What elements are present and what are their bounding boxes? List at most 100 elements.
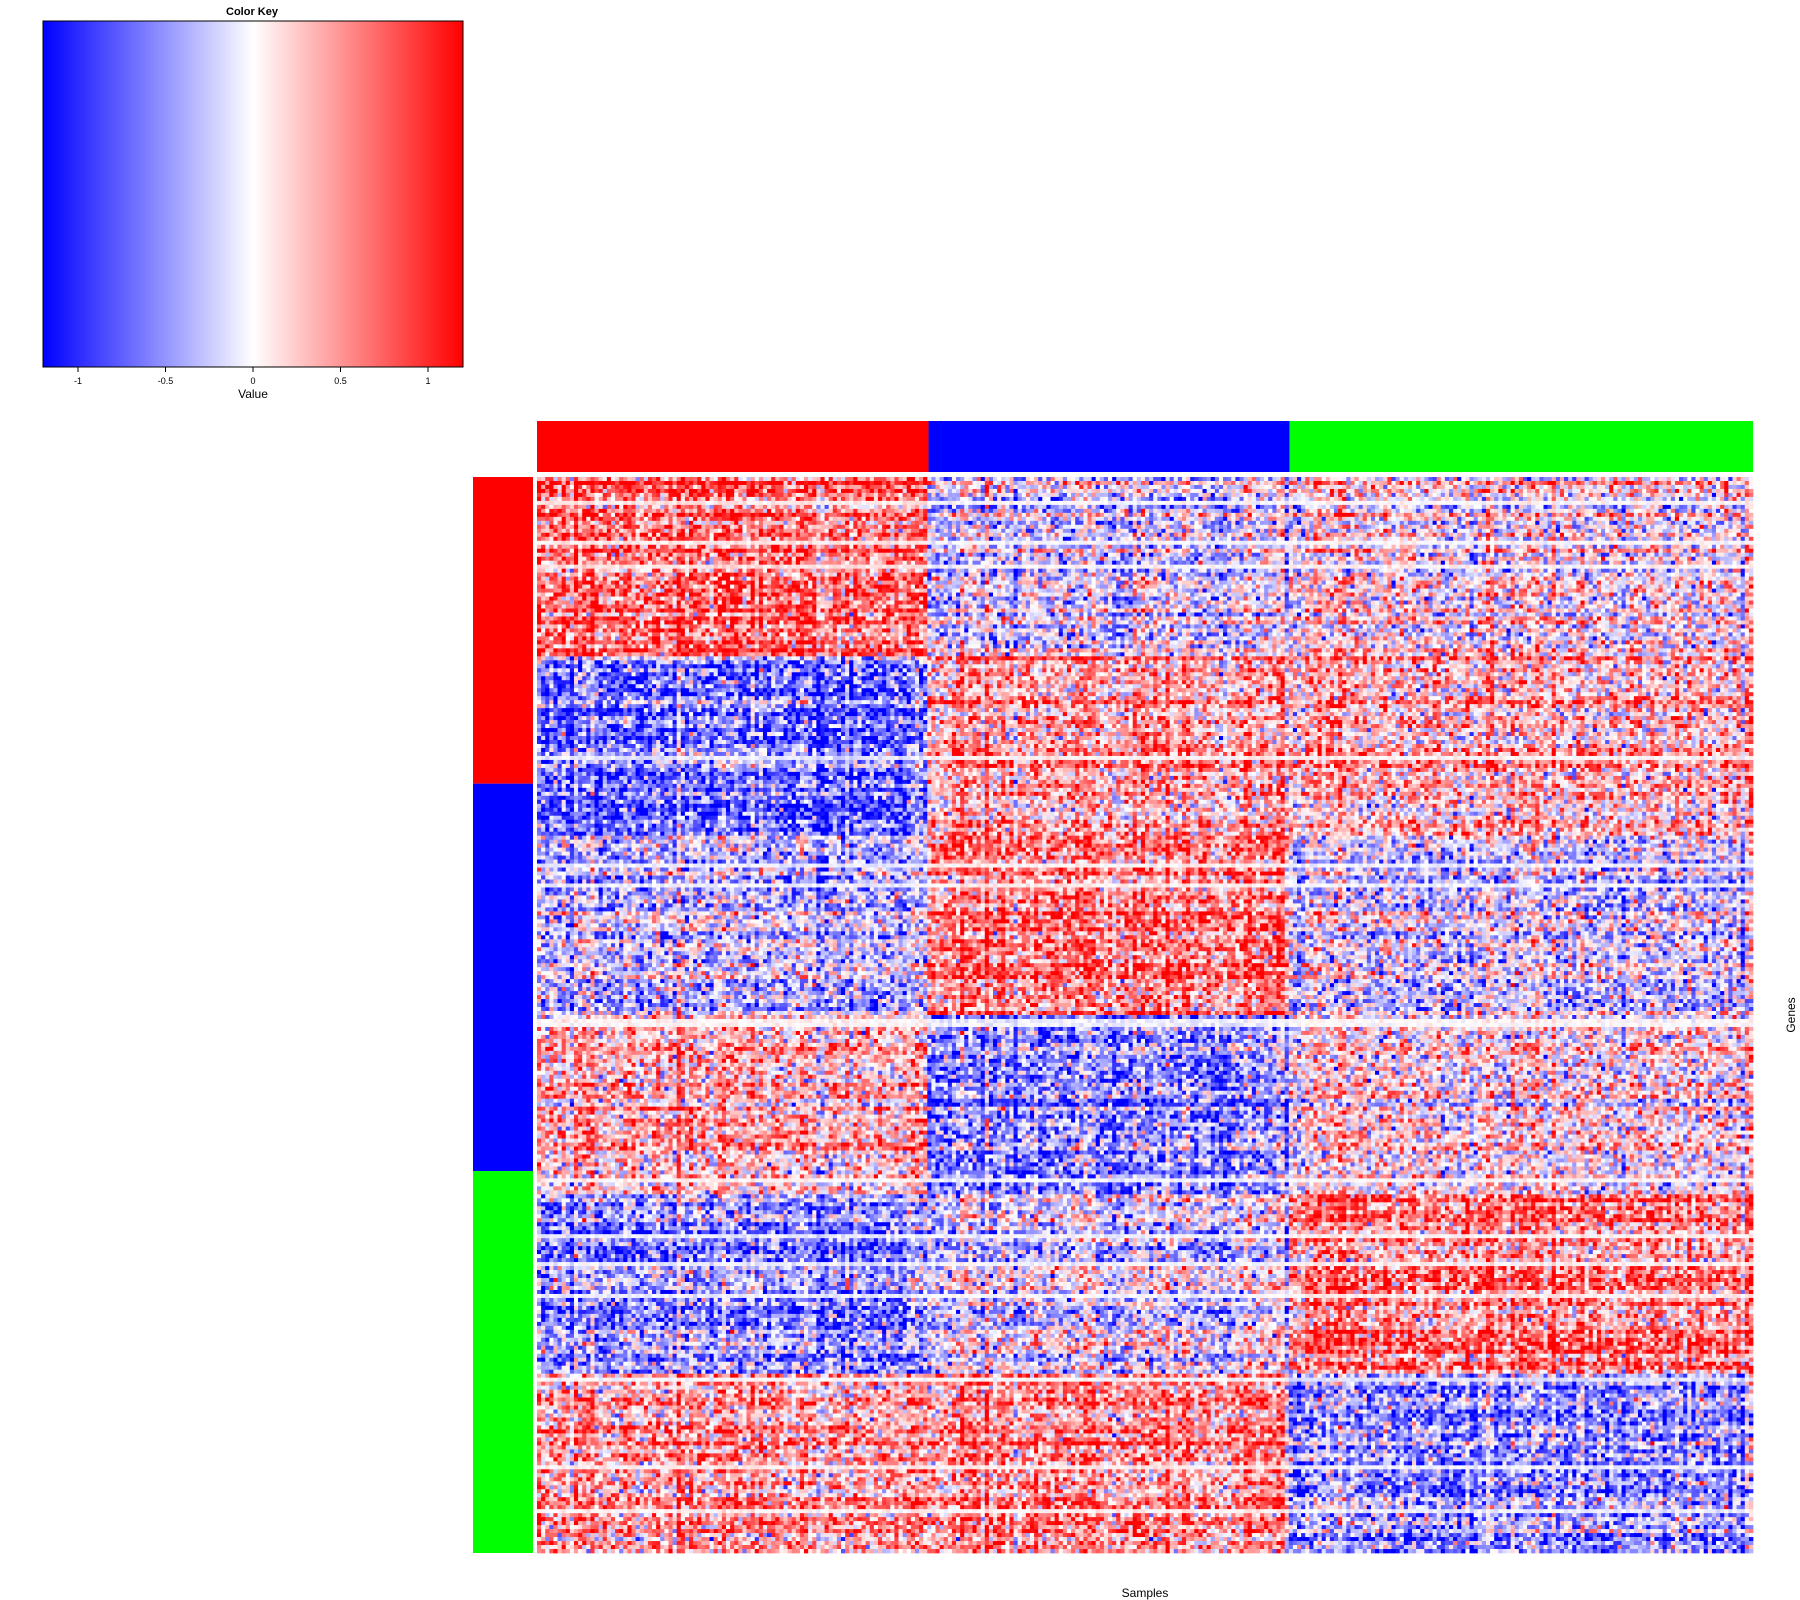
- heatmap-cell: [1166, 481, 1170, 485]
- heatmap-cell: [1465, 489, 1469, 493]
- heatmap-cell: [771, 485, 775, 489]
- heatmap-cell: [1650, 489, 1654, 493]
- heatmap-cell: [656, 485, 660, 489]
- heatmap-cell: [1470, 481, 1474, 485]
- heatmap-cell: [558, 489, 562, 493]
- heatmap-cell: [648, 497, 652, 501]
- heatmap-cell: [714, 489, 718, 493]
- heatmap-cell: [1556, 477, 1560, 481]
- heatmap-cell: [582, 489, 586, 493]
- heatmap-cell: [1190, 481, 1194, 485]
- heatmap-cell: [1239, 485, 1243, 489]
- heatmap-cell: [1424, 481, 1428, 485]
- heatmap-cell: [1174, 481, 1178, 485]
- heatmap-cell: [1646, 477, 1650, 481]
- heatmap-cell: [1034, 485, 1038, 489]
- heatmap-cell: [1083, 477, 1087, 481]
- heatmap-cell: [570, 477, 574, 481]
- heatmap-cell: [1379, 493, 1383, 497]
- heatmap-cell: [1646, 493, 1650, 497]
- heatmap-cell: [882, 481, 886, 485]
- heatmap-cell: [1453, 485, 1457, 489]
- heatmap-cell: [1276, 489, 1280, 493]
- heatmap-cell: [1576, 477, 1580, 481]
- heatmap-cell: [751, 493, 755, 497]
- heatmap-cell: [940, 485, 944, 489]
- heatmap-cell: [701, 485, 705, 489]
- heatmap-cell: [1433, 481, 1437, 485]
- heatmap-cell: [1244, 477, 1248, 481]
- heatmap-cell: [1543, 477, 1547, 481]
- heatmap-cell: [1239, 477, 1243, 481]
- heatmap-cell: [841, 485, 845, 489]
- heatmap-cell: [1572, 481, 1576, 485]
- heatmap-cell: [1178, 477, 1182, 481]
- heatmap-cell: [1671, 481, 1675, 485]
- heatmap-cell: [1704, 485, 1708, 489]
- heatmap-cell: [1543, 481, 1547, 485]
- heatmap-cell: [1009, 477, 1013, 481]
- heatmap-cell: [1391, 493, 1395, 497]
- heatmap-cell: [800, 489, 804, 493]
- heatmap-cell: [747, 485, 751, 489]
- heatmap-cell: [1338, 481, 1342, 485]
- heatmap-cell: [1001, 477, 1005, 481]
- heatmap-cell: [1576, 493, 1580, 497]
- heatmap-cell: [718, 477, 722, 481]
- heatmap-cell: [829, 489, 833, 493]
- heatmap-cell: [1079, 489, 1083, 493]
- heatmap-cell: [1194, 485, 1198, 489]
- heatmap-cell: [845, 481, 849, 485]
- heatmap-cell: [948, 477, 952, 481]
- heatmap-cell: [1737, 489, 1741, 493]
- heatmap-cell: [1597, 493, 1601, 497]
- heatmap-cell: [1149, 477, 1153, 481]
- heatmap-cell: [1145, 481, 1149, 485]
- heatmap-cell: [829, 493, 833, 497]
- heatmap-cell: [825, 477, 829, 481]
- heatmap-cell: [636, 489, 640, 493]
- heatmap-cell: [1281, 485, 1285, 489]
- heatmap-cell: [1005, 481, 1009, 485]
- heatmap-cell: [923, 493, 927, 497]
- heatmap-cell: [615, 497, 619, 501]
- heatmap-cell: [1375, 481, 1379, 485]
- heatmap-cell: [730, 489, 734, 493]
- heatmap-cell: [1642, 493, 1646, 497]
- heatmap-cell: [1605, 485, 1609, 489]
- heatmap-cell: [607, 481, 611, 485]
- heatmap-cell: [664, 497, 668, 501]
- heatmap-cell: [718, 485, 722, 489]
- heatmap-cell: [1285, 485, 1289, 489]
- heatmap-cell: [1478, 485, 1482, 489]
- heatmap-cell: [993, 489, 997, 493]
- heatmap-cell: [820, 489, 824, 493]
- heatmap-cell: [1695, 493, 1699, 497]
- heatmap-cell: [849, 489, 853, 493]
- heatmap-cell: [1231, 477, 1235, 481]
- heatmap-cell: [660, 477, 664, 481]
- heatmap-cell: [652, 497, 656, 501]
- heatmap-cell: [673, 489, 677, 493]
- heatmap-cell: [1461, 477, 1465, 481]
- heatmap-cell: [656, 481, 660, 485]
- heatmap-cell: [1211, 489, 1215, 493]
- heatmap-cell: [603, 497, 607, 501]
- heatmap-cell: [722, 489, 726, 493]
- heatmap-cell: [615, 489, 619, 493]
- heatmap-cell: [747, 481, 751, 485]
- heatmap-cell: [993, 481, 997, 485]
- heatmap-cell: [545, 493, 549, 497]
- heatmap-cell: [1153, 489, 1157, 493]
- heatmap-cell: [1667, 493, 1671, 497]
- heatmap-cell: [697, 489, 701, 493]
- heatmap-cell: [693, 485, 697, 489]
- heatmap-cell: [742, 477, 746, 481]
- heatmap-cell: [738, 489, 742, 493]
- heatmap-cell: [1527, 477, 1531, 481]
- heatmap-cell: [960, 485, 964, 489]
- heatmap-cell: [1667, 481, 1671, 485]
- heatmap-cell: [968, 489, 972, 493]
- heatmap-cell: [1281, 489, 1285, 493]
- heatmap-cell: [1741, 489, 1745, 493]
